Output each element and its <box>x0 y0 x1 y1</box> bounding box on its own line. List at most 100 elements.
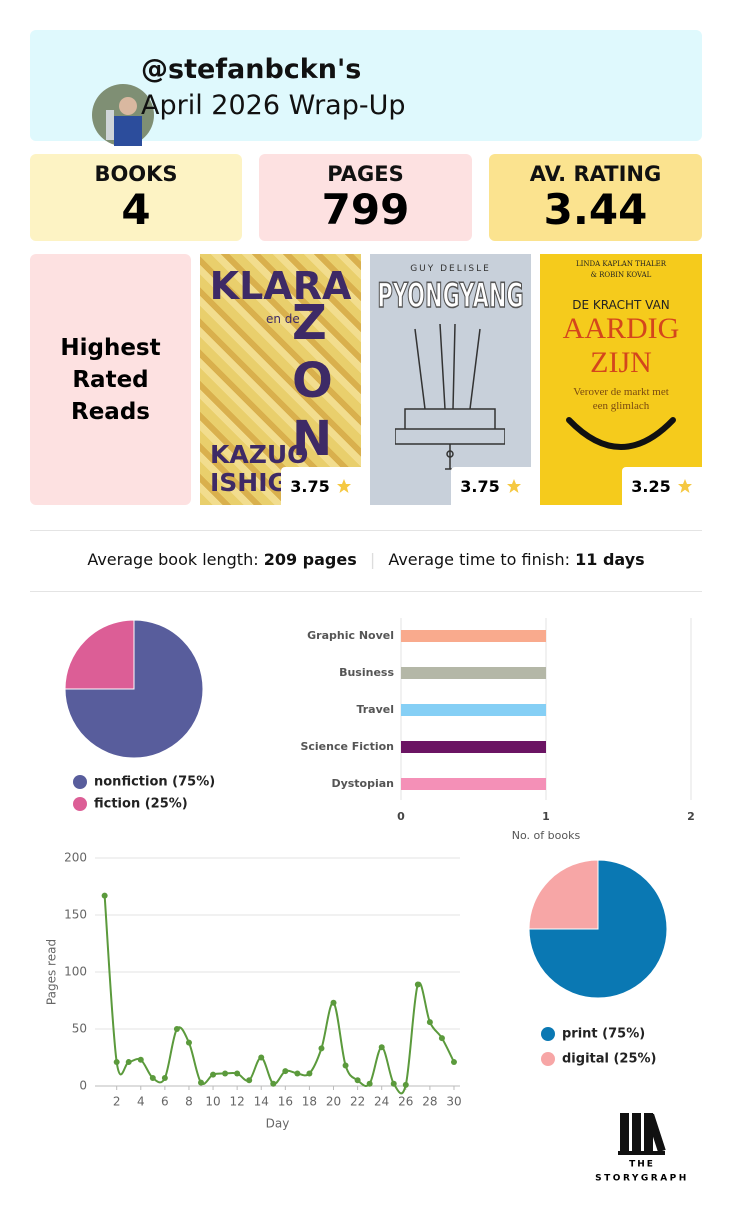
cover-text: LINDA KAPLAN THALER <box>575 260 667 268</box>
x-axis-label: Day <box>266 1117 290 1131</box>
legend-label: print (75%) <box>562 1027 645 1042</box>
point <box>101 892 108 899</box>
point <box>306 1070 313 1077</box>
highest-rated-title: Highest Rated Reads <box>60 334 161 425</box>
x-tick-label: 26 <box>398 1095 413 1109</box>
x-tick-label: 16 <box>278 1095 293 1109</box>
stat-label: BOOKS <box>94 162 178 186</box>
point <box>222 1070 229 1077</box>
x-tick-label: 22 <box>350 1095 365 1109</box>
rating: 3.75 <box>290 476 330 496</box>
cover-text: ZON <box>292 295 333 467</box>
legend-marker <box>541 1052 555 1066</box>
point <box>438 1035 445 1042</box>
point <box>246 1077 253 1084</box>
point <box>210 1071 217 1078</box>
rating: 3.25 <box>631 476 671 496</box>
cover-text: KLARA <box>209 264 352 308</box>
rating-badge: 3.75 <box>451 467 531 505</box>
stat-value: 3.44 <box>543 185 648 234</box>
x-tick-label: 10 <box>205 1095 220 1109</box>
star-icon <box>506 479 521 493</box>
point <box>173 1026 180 1032</box>
point <box>185 1039 192 1046</box>
point <box>198 1079 205 1086</box>
rating-badge: 3.25 <box>622 467 702 505</box>
bar <box>401 704 546 716</box>
category-label: Travel <box>356 703 394 716</box>
legend-label: digital (25%) <box>562 1052 657 1067</box>
y-tick-label: 50 <box>72 1022 87 1036</box>
legend-marker <box>73 797 87 811</box>
point <box>366 1080 373 1087</box>
point <box>330 999 337 1006</box>
y-tick-label: 200 <box>64 851 87 865</box>
point <box>149 1075 156 1082</box>
cover-text: GUY DELISLE <box>410 264 491 274</box>
point <box>426 1019 433 1026</box>
legend-label: fiction (25%) <box>94 797 188 812</box>
x-tick-label: 2 <box>113 1095 121 1109</box>
cover-text: PYONGYANG <box>377 276 524 316</box>
x-tick-label: 6 <box>161 1095 169 1109</box>
x-tick-label: 8 <box>185 1095 193 1109</box>
rating: 3.75 <box>460 476 500 496</box>
point <box>113 1059 120 1066</box>
cover-text: & ROBIN KOVAL <box>590 271 652 279</box>
avg-time: 11 days <box>575 550 645 569</box>
y-tick-label: 0 <box>79 1079 87 1093</box>
cover-text: KAZUO <box>210 440 309 469</box>
legend-marker <box>541 1027 555 1041</box>
pie-slice <box>64 619 135 690</box>
book-cover: LINDA KAPLAN THALER & ROBIN KOVAL DE KRA… <box>540 254 702 505</box>
point <box>354 1077 361 1084</box>
y-tick-label: 100 <box>64 965 87 979</box>
cover-text: een glimlach <box>592 400 650 412</box>
cover-text: Verover de markt met <box>573 386 669 398</box>
point <box>342 1062 349 1069</box>
point <box>137 1056 144 1063</box>
stat-value: 799 <box>321 185 410 234</box>
point <box>125 1059 132 1066</box>
x-axis-label: No. of books <box>512 829 581 842</box>
handle: @stefanbckn's <box>141 54 362 85</box>
cover-text: ZIJN <box>590 346 652 379</box>
avg-length: 209 pages <box>263 550 357 569</box>
wrap-up-title: April 2026 Wrap-Up <box>141 90 406 121</box>
separator: | <box>369 550 376 569</box>
point <box>402 1081 409 1088</box>
line <box>103 895 455 1095</box>
point <box>258 1054 265 1061</box>
star-icon <box>677 479 692 493</box>
bar <box>401 741 546 753</box>
logo-icon <box>618 1113 666 1155</box>
point <box>294 1070 301 1077</box>
divider <box>30 591 702 592</box>
x-tick-label: 12 <box>230 1095 245 1109</box>
stat-box: PAGES 799 <box>259 154 472 241</box>
pie-slice <box>528 859 599 930</box>
avg-length-label: Average book length: <box>87 550 259 569</box>
x-tick-label: 4 <box>137 1095 145 1109</box>
avatar <box>92 84 154 146</box>
y-axis-label: Pages read <box>45 939 59 1005</box>
pie-slice <box>64 619 204 759</box>
x-tick-label: 18 <box>302 1095 317 1109</box>
point <box>282 1068 289 1075</box>
rating-badge: 3.75 <box>281 467 361 505</box>
smile-icon <box>566 417 676 450</box>
point <box>161 1075 168 1082</box>
legend-label: nonfiction (75%) <box>94 775 215 790</box>
x-tick-label: 20 <box>326 1095 341 1109</box>
book-cover: KLARA en de ZON KAZUO ISHIGURO 3.75 <box>200 254 361 505</box>
x-tick-label: 14 <box>254 1095 269 1109</box>
divider <box>30 530 702 531</box>
legend-marker <box>73 775 87 789</box>
point <box>450 1059 457 1066</box>
bar <box>401 667 546 679</box>
point <box>234 1070 241 1077</box>
highest-rated-box: Highest Rated Reads <box>30 254 191 505</box>
stat-box: BOOKS 4 <box>30 154 242 241</box>
